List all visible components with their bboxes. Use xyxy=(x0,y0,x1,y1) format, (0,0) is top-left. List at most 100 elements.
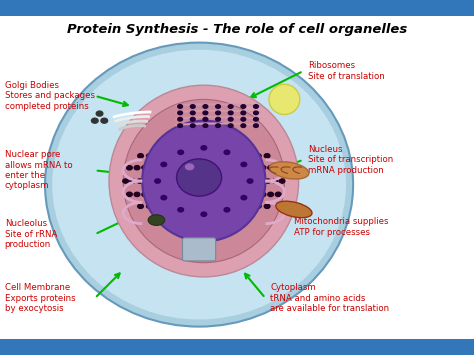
Circle shape xyxy=(224,150,230,154)
Circle shape xyxy=(275,166,281,170)
Circle shape xyxy=(123,179,128,183)
Circle shape xyxy=(279,179,285,183)
Circle shape xyxy=(268,192,273,197)
Text: Cell Membrane
Exports proteins
by exocytosis: Cell Membrane Exports proteins by exocyt… xyxy=(5,283,75,313)
Circle shape xyxy=(165,213,171,217)
Ellipse shape xyxy=(270,162,309,179)
Circle shape xyxy=(176,211,182,215)
Circle shape xyxy=(178,118,182,121)
Circle shape xyxy=(127,192,132,196)
Circle shape xyxy=(260,165,266,170)
Circle shape xyxy=(224,208,230,212)
Circle shape xyxy=(254,111,258,115)
Circle shape xyxy=(155,179,160,183)
Circle shape xyxy=(241,196,246,200)
Circle shape xyxy=(203,124,208,127)
Circle shape xyxy=(264,154,270,158)
Circle shape xyxy=(156,154,162,158)
Circle shape xyxy=(228,105,233,108)
Circle shape xyxy=(146,204,152,208)
Circle shape xyxy=(165,145,171,149)
Circle shape xyxy=(201,144,207,148)
Circle shape xyxy=(237,213,242,217)
Circle shape xyxy=(225,220,231,224)
Circle shape xyxy=(216,118,220,121)
Circle shape xyxy=(228,118,233,121)
Circle shape xyxy=(246,154,252,158)
Circle shape xyxy=(255,154,261,158)
Text: Nucleus
Site of transcription
mRNA production: Nucleus Site of transcription mRNA produ… xyxy=(308,145,393,175)
Circle shape xyxy=(268,165,273,170)
Circle shape xyxy=(254,124,258,127)
Circle shape xyxy=(96,111,103,116)
Circle shape xyxy=(201,212,207,216)
Circle shape xyxy=(241,105,246,108)
Circle shape xyxy=(178,208,183,212)
Circle shape xyxy=(137,179,143,183)
Ellipse shape xyxy=(269,84,300,114)
Circle shape xyxy=(138,204,144,208)
Circle shape xyxy=(228,111,233,115)
Circle shape xyxy=(203,111,208,115)
Circle shape xyxy=(130,179,136,183)
Text: Mitochondria supplies
ATP for processes: Mitochondria supplies ATP for processes xyxy=(294,218,388,237)
Circle shape xyxy=(241,162,246,166)
Circle shape xyxy=(178,150,183,154)
Text: Cytoplasm
tRNA and amino acids
are available for translation: Cytoplasm tRNA and amino acids are avail… xyxy=(270,283,389,313)
Circle shape xyxy=(213,141,219,145)
Circle shape xyxy=(146,154,152,158)
Circle shape xyxy=(247,144,253,148)
Circle shape xyxy=(247,179,253,183)
Circle shape xyxy=(241,111,246,115)
Circle shape xyxy=(134,192,140,197)
Circle shape xyxy=(216,111,220,115)
Circle shape xyxy=(189,141,194,145)
Text: Ribosomes
Site of translation: Ribosomes Site of translation xyxy=(308,61,385,81)
Ellipse shape xyxy=(185,163,194,170)
Circle shape xyxy=(161,196,167,200)
Circle shape xyxy=(264,204,270,208)
Ellipse shape xyxy=(52,50,346,320)
Text: Golgi Bodies
Stores and packages
completed proteins: Golgi Bodies Stores and packages complet… xyxy=(5,81,95,111)
Circle shape xyxy=(142,192,147,197)
Circle shape xyxy=(254,118,258,121)
Circle shape xyxy=(225,138,231,142)
Circle shape xyxy=(226,211,231,215)
Circle shape xyxy=(201,146,207,150)
Circle shape xyxy=(176,147,182,151)
Circle shape xyxy=(134,165,140,170)
Circle shape xyxy=(91,118,98,123)
Circle shape xyxy=(142,165,147,170)
Circle shape xyxy=(237,145,242,149)
Circle shape xyxy=(260,192,266,197)
Circle shape xyxy=(191,124,195,127)
Circle shape xyxy=(272,179,278,183)
Circle shape xyxy=(275,192,281,196)
Circle shape xyxy=(191,105,195,108)
Ellipse shape xyxy=(276,201,312,218)
Circle shape xyxy=(178,111,182,115)
Circle shape xyxy=(203,118,208,121)
Circle shape xyxy=(161,162,167,166)
Circle shape xyxy=(178,105,182,108)
Circle shape xyxy=(213,217,219,222)
Ellipse shape xyxy=(123,99,284,263)
Text: Nucleolus
Site of rRNA
production: Nucleolus Site of rRNA production xyxy=(5,219,57,249)
Circle shape xyxy=(201,136,207,140)
Circle shape xyxy=(156,204,162,208)
FancyBboxPatch shape xyxy=(182,238,216,261)
Circle shape xyxy=(203,105,208,108)
Circle shape xyxy=(246,204,252,208)
Circle shape xyxy=(226,147,231,151)
Circle shape xyxy=(254,105,258,108)
Text: Protein Synthesis - The role of cell organelles: Protein Synthesis - The role of cell org… xyxy=(67,23,407,36)
Ellipse shape xyxy=(109,85,299,277)
Ellipse shape xyxy=(45,43,353,327)
Circle shape xyxy=(241,118,246,121)
Text: Nuclear pore
allows mRNA to
enter the
cytoplasm: Nuclear pore allows mRNA to enter the cy… xyxy=(5,150,73,191)
Circle shape xyxy=(216,124,220,127)
Circle shape xyxy=(216,105,220,108)
Circle shape xyxy=(201,222,207,226)
Circle shape xyxy=(241,124,246,127)
Circle shape xyxy=(138,154,144,158)
